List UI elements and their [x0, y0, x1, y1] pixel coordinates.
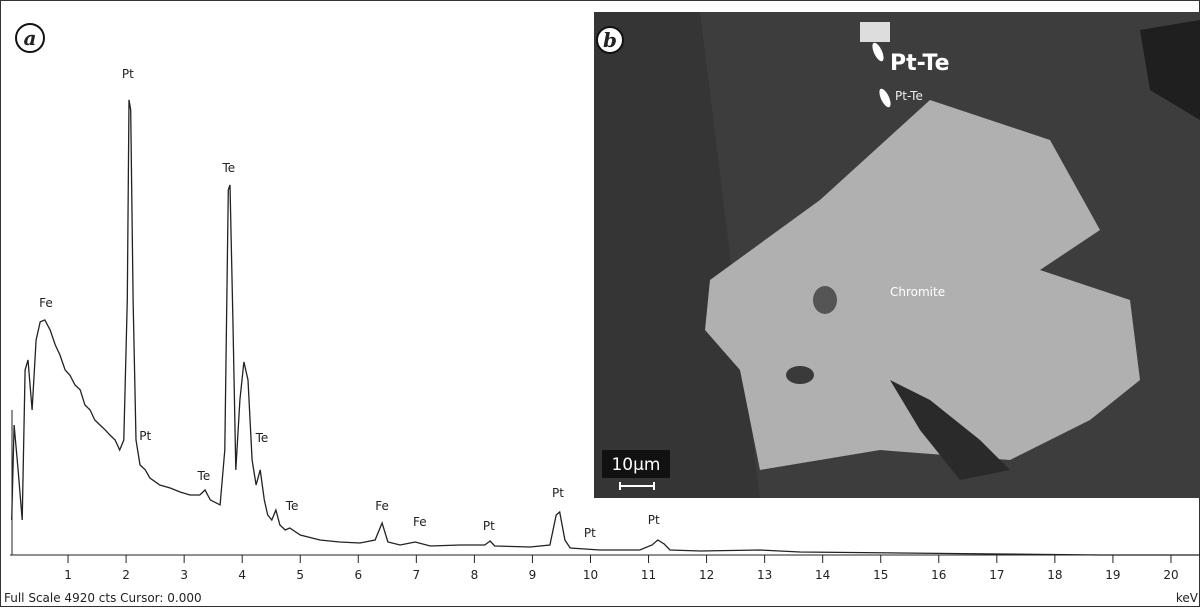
peak-label: Pt: [584, 526, 596, 540]
x-tick-label: 17: [989, 568, 1004, 582]
peak-label: Fe: [375, 499, 389, 513]
x-tick-label: 19: [1105, 568, 1120, 582]
x-tick-label: 4: [238, 568, 246, 582]
x-tick-label: 3: [180, 568, 188, 582]
image-texture: [786, 366, 814, 384]
peak-label: Fe: [39, 296, 53, 310]
peak-label: Te: [197, 469, 211, 483]
peak-label: Pt: [483, 519, 495, 533]
peak-label: Pt: [122, 67, 134, 81]
x-tick-label: 13: [757, 568, 772, 582]
x-tick-label: 15: [873, 568, 888, 582]
footer: Full Scale 4920 cts Cursor: 0.000: [4, 591, 202, 605]
x-tick-label: 20: [1163, 568, 1178, 582]
figure: a Full Scale 4920 cts Cursor: 0.000 keV …: [0, 0, 1200, 607]
x-tick-label: 18: [1047, 568, 1062, 582]
sem-image: b Pt-Te Pt-Te Chromite 10µm: [594, 12, 1200, 498]
scale-bar-label: 10µm: [611, 455, 660, 475]
image-label: Chromite: [890, 285, 945, 299]
x-tick-label: 11: [641, 568, 656, 582]
x-tick-label: 14: [815, 568, 830, 582]
x-tick-label: 5: [296, 568, 304, 582]
image-label: Pt-Te: [890, 51, 950, 76]
x-unit: keV: [1176, 591, 1199, 605]
image-label: Pt-Te: [895, 89, 923, 103]
x-tick-label: 8: [471, 568, 479, 582]
panel-label: a: [24, 26, 37, 50]
peak-label: Te: [255, 431, 269, 445]
x-tick-label: 10: [583, 568, 598, 582]
peak-label: Pt: [552, 486, 564, 500]
x-tick-label: 6: [354, 568, 362, 582]
x-tick-label: 2: [122, 568, 130, 582]
x-tick-label: 16: [931, 568, 946, 582]
x-tick-label: 12: [699, 568, 714, 582]
peak-label: Te: [285, 499, 299, 513]
pt-te-grain: [860, 22, 890, 42]
panel-label: b: [603, 28, 617, 52]
peak-label: Te: [222, 161, 236, 175]
peak-label: Fe: [413, 515, 427, 529]
peak-label: Pt: [648, 513, 660, 527]
x-tick-label: 7: [413, 568, 421, 582]
peak-label: Pt: [139, 429, 151, 443]
x-tick-label: 1: [64, 568, 72, 582]
image-texture: [813, 286, 837, 314]
x-tick-label: 9: [529, 568, 537, 582]
